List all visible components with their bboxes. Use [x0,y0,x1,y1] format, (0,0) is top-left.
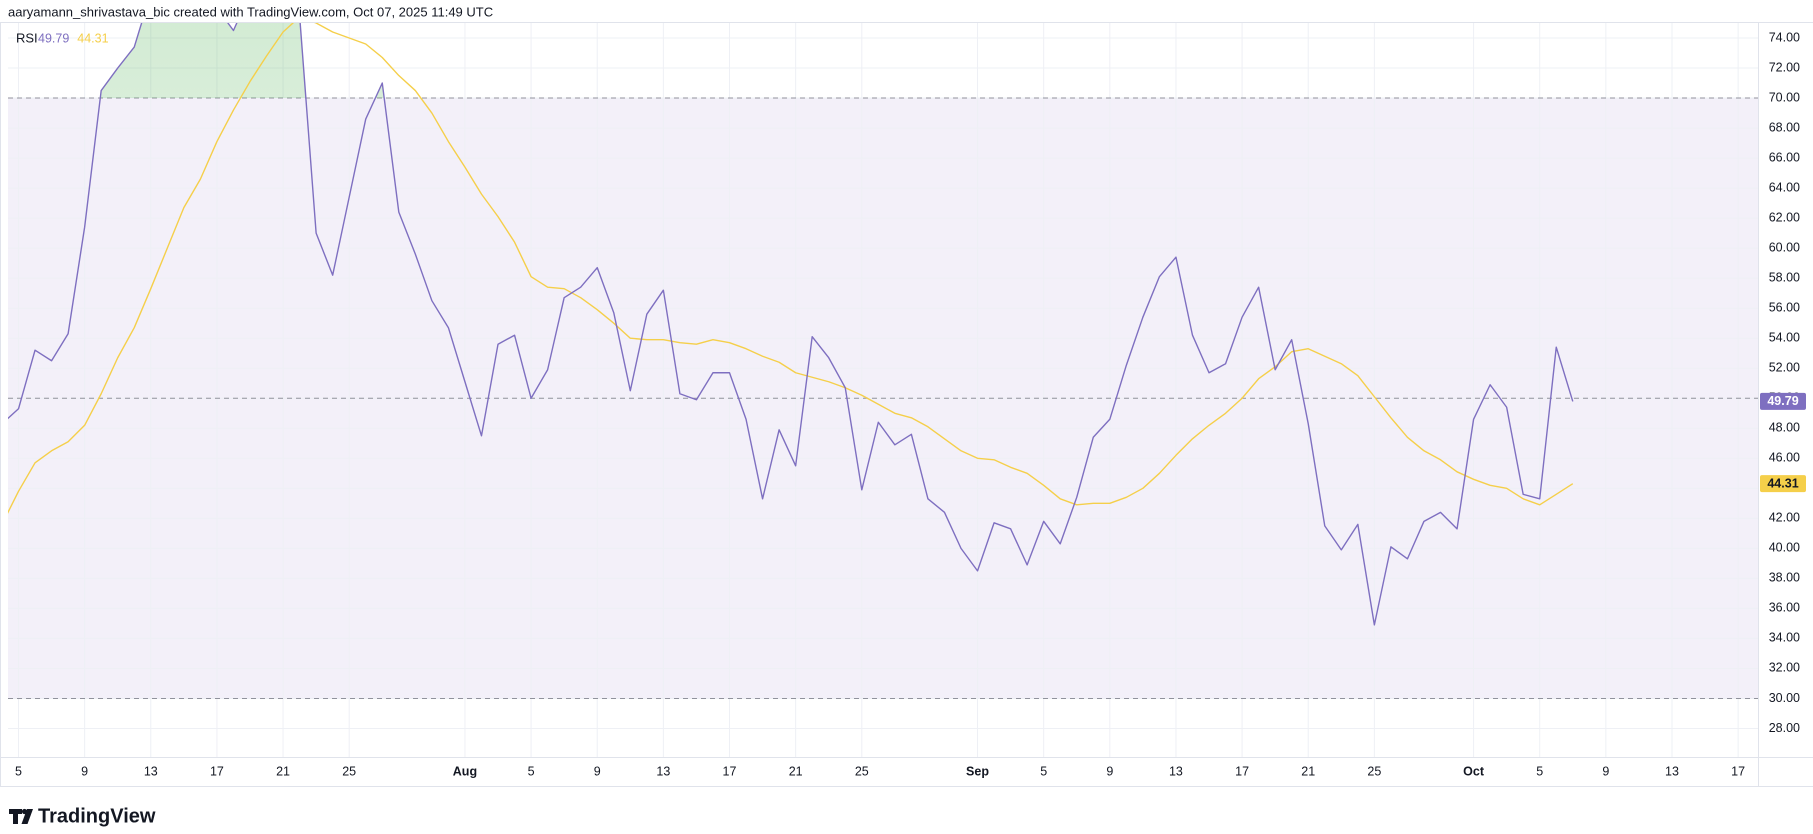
x-tick-label: 5 [528,764,535,778]
x-tick-label: 25 [855,764,869,778]
header: aaryamann_shrivastava_bic created with T… [8,4,493,19]
last-value-label: 49.79 [1767,394,1798,408]
y-tick-label: 58.00 [1769,270,1800,284]
y-tick-label: 62.00 [1769,210,1800,224]
x-tick-label: 21 [789,764,803,778]
last-value-label: 44.31 [1767,476,1798,490]
logo-part [21,809,33,824]
x-tick-label: 9 [81,764,88,778]
y-tick-label: 32.00 [1769,661,1800,675]
y-tick-label: 36.00 [1769,601,1800,615]
logo-part [13,809,18,824]
y-tick-label: 42.00 [1769,511,1800,525]
x-tick-label: 5 [15,764,22,778]
y-tick-label: 30.00 [1769,691,1800,705]
y-tick-label: 66.00 [1769,150,1800,164]
y-tick-label: 38.00 [1769,571,1800,585]
y-tick-label: 54.00 [1769,331,1800,345]
y-tick-label: 46.00 [1769,451,1800,465]
x-tick-label: 17 [1235,764,1249,778]
x-tick-label: 5 [1536,764,1543,778]
series-line [8,23,1574,626]
x-tick-label: 21 [1301,764,1315,778]
x-tick-label: 9 [1106,764,1113,778]
y-tick-label: 68.00 [1769,120,1800,134]
y-tick-label: 40.00 [1769,541,1800,555]
x-tick-label: 25 [342,764,356,778]
x-tick-label: 13 [656,764,670,778]
legend-value: 49.79 [38,31,69,45]
y-tick-label: 48.00 [1769,421,1800,435]
x-tick-label: 25 [1367,764,1381,778]
last-value-badge [1760,392,1806,410]
y-tick-label: 34.00 [1769,631,1800,645]
x-tick-label: 9 [594,764,601,778]
y-tick-label: 74.00 [1769,30,1800,44]
x-tick-label: 5 [1040,764,1047,778]
last-value-badge [1760,475,1806,493]
x-tick-label: 17 [723,764,737,778]
x-tick-label: 21 [276,764,290,778]
x-tick-label: 9 [1602,764,1609,778]
x-tick-label: Aug [453,764,477,778]
x-tick-label: 17 [1731,764,1745,778]
series-line [8,23,1574,514]
x-tick-label: 17 [210,764,224,778]
overbought-fill [8,23,1573,99]
x-tick-label: Oct [1463,764,1485,778]
y-tick-label: 70.00 [1769,90,1800,104]
legend-title: RSI [16,30,38,45]
brand-logo [9,808,33,824]
x-tick-label: 13 [1169,764,1183,778]
y-tick-label: 72.00 [1769,60,1800,74]
x-tick-label: 13 [144,764,158,778]
x-tick-label: Sep [966,764,989,778]
axes: 28.00 30.00 32.00 34.00 36.00 38.00 40.00 42.00… [0,22,1813,787]
x-tick-label: 13 [1665,764,1679,778]
y-tick-label: 28.00 [1769,721,1800,735]
y-tick-label: 64.00 [1769,180,1800,194]
y-tick-label: 56.00 [1769,300,1800,314]
y-tick-label: 60.00 [1769,240,1800,254]
y-tick-label: 52.00 [1769,361,1800,375]
legend-value: 44.31 [77,31,108,45]
plot-area [8,23,1758,757]
brand: TradingView [38,805,156,827]
